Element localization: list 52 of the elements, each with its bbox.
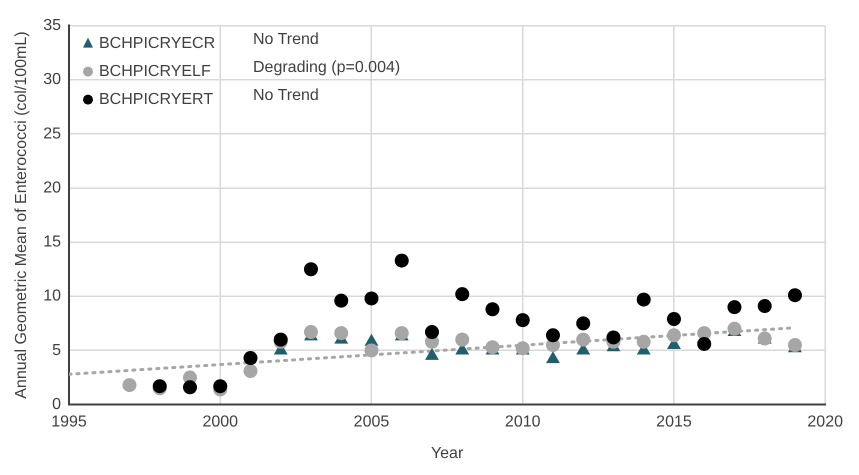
point bbox=[576, 316, 590, 330]
point bbox=[304, 262, 318, 276]
x-tick-label: 2000 bbox=[202, 414, 238, 431]
point bbox=[636, 334, 651, 349]
point bbox=[455, 287, 470, 302]
point bbox=[424, 325, 439, 340]
point bbox=[304, 325, 318, 340]
y-tick-label: 25 bbox=[43, 125, 62, 142]
y-tick-label: 30 bbox=[43, 71, 62, 88]
point bbox=[455, 332, 470, 347]
x-axis-title: Year bbox=[430, 444, 464, 462]
x-tick-label: 2020 bbox=[807, 414, 844, 431]
y-tick-label: 20 bbox=[43, 179, 62, 196]
legend-label: BCHPICRYERT bbox=[98, 91, 214, 108]
y-tick-label: 35 bbox=[43, 17, 62, 34]
point bbox=[243, 351, 258, 366]
y-tick-label: 15 bbox=[43, 234, 62, 251]
x-tick-label: 1995 bbox=[51, 414, 87, 431]
point bbox=[788, 288, 802, 302]
point bbox=[394, 254, 409, 268]
point bbox=[727, 300, 742, 314]
point bbox=[334, 326, 348, 340]
y-tick-label: 5 bbox=[52, 342, 62, 359]
x-tick-label: 2005 bbox=[354, 414, 390, 431]
annotation: Degrading (p=0.004) bbox=[252, 59, 400, 76]
point bbox=[122, 378, 136, 392]
x-tick-label: 2010 bbox=[504, 414, 541, 431]
point bbox=[606, 330, 620, 344]
legend-label: BCHPICRYECR bbox=[98, 35, 216, 52]
point bbox=[485, 302, 500, 316]
point bbox=[666, 328, 681, 342]
point bbox=[758, 299, 772, 314]
point bbox=[516, 313, 530, 328]
y-tick-label: 10 bbox=[43, 288, 62, 305]
point bbox=[364, 343, 378, 358]
point bbox=[727, 322, 742, 336]
point bbox=[576, 332, 590, 347]
y-tick-label: 0 bbox=[52, 396, 62, 414]
annotation: No Trend bbox=[252, 87, 319, 104]
x-tick-label: 2015 bbox=[656, 414, 692, 431]
point bbox=[334, 294, 348, 308]
legend-label: BCHPICRYELF bbox=[98, 63, 211, 80]
point bbox=[364, 291, 378, 306]
point bbox=[666, 312, 681, 326]
point bbox=[697, 336, 712, 351]
point bbox=[213, 379, 228, 394]
point bbox=[182, 380, 197, 394]
y-axis-title: Annual Geometric Mean of Enterococci (col/100mL) bbox=[13, 31, 30, 399]
point bbox=[546, 328, 560, 342]
point bbox=[243, 364, 258, 378]
point bbox=[636, 292, 651, 307]
annotation: No Trend bbox=[252, 31, 319, 48]
